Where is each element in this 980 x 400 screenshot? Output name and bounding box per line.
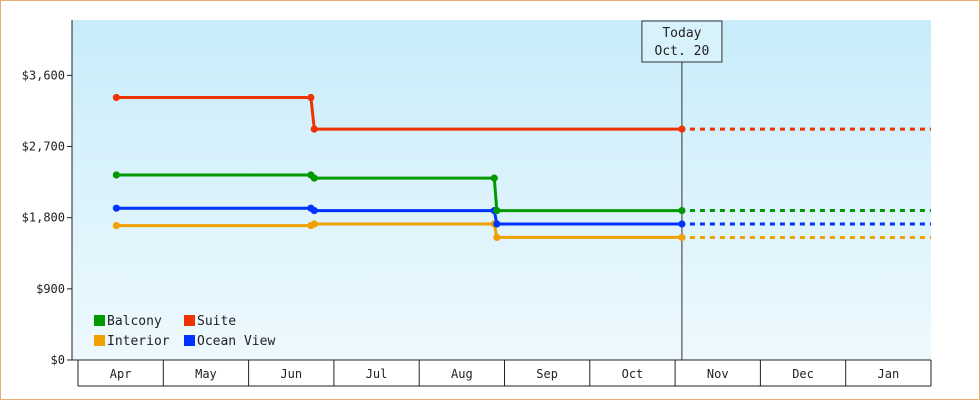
series-point-2[interactable] [112, 221, 120, 230]
x-tick-label: May [195, 367, 217, 381]
legend-label-2: Interior [107, 334, 170, 349]
series-point-3[interactable] [112, 204, 120, 212]
x-tick-label: Jun [280, 367, 302, 381]
legend-label-1: Suite [197, 314, 236, 329]
series-point-0[interactable] [310, 174, 318, 182]
series-line-3 [116, 206, 682, 226]
x-tick-label: Oct [622, 367, 644, 381]
series-point-0[interactable] [112, 171, 120, 179]
series-point-3[interactable] [493, 220, 501, 228]
y-tick-label: $900 [36, 282, 65, 296]
series-line-2 [116, 222, 682, 239]
legend-swatch-3 [184, 335, 195, 346]
x-tick-label: Aug [451, 367, 473, 381]
today-label-box [641, 20, 723, 63]
series-point-1[interactable] [307, 93, 315, 102]
series-line-1 [116, 96, 682, 131]
series-point-0[interactable] [678, 206, 686, 215]
series-point-1[interactable] [678, 125, 686, 133]
series-point-2[interactable] [493, 233, 501, 242]
plot-background [72, 20, 931, 360]
series-point-3[interactable] [678, 220, 686, 228]
x-tick-label: Apr [110, 367, 132, 381]
legend-swatch-0 [94, 315, 105, 326]
legend-swatch-2 [94, 335, 105, 346]
x-tick-label: Sep [536, 367, 558, 381]
series-point-1[interactable] [112, 93, 120, 102]
today-label: Today [662, 26, 701, 41]
series-line-0 [116, 173, 682, 213]
legend-swatch-1 [184, 315, 195, 326]
legend-label-3: Ocean View [197, 334, 275, 349]
y-tick-label: $3,600 [22, 68, 65, 82]
series-point-3[interactable] [310, 206, 318, 215]
x-tick-label: Jan [878, 367, 900, 381]
y-tick-label: $1,800 [22, 211, 65, 225]
today-date: Oct. 20 [655, 44, 710, 59]
series-point-0[interactable] [493, 206, 501, 215]
series-point-2[interactable] [310, 220, 318, 228]
x-tick-label: Jul [366, 367, 388, 381]
series-point-2[interactable] [678, 233, 686, 242]
series-point-1[interactable] [310, 125, 318, 133]
y-tick-label: $2,700 [22, 140, 65, 154]
x-tick-label: Dec [792, 367, 814, 381]
y-tick-label: $0 [51, 353, 65, 367]
x-tick-label: Nov [707, 367, 729, 381]
legend-label-0: Balcony [107, 314, 162, 329]
series-point-0[interactable] [490, 174, 498, 182]
